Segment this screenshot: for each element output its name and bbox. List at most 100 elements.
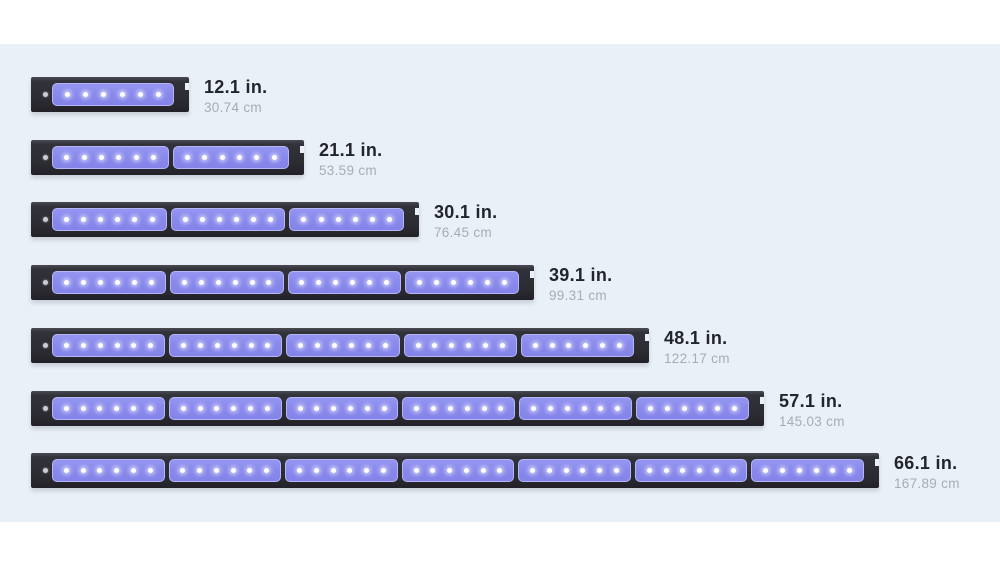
status-led-icon — [43, 280, 48, 285]
led-dot-icon — [600, 343, 606, 348]
led-dot-icon — [548, 406, 553, 411]
led-dot-icon — [730, 468, 736, 473]
led-dot-icon — [147, 468, 153, 473]
led-dot-icon — [563, 468, 569, 473]
led-dot-icon — [530, 468, 536, 473]
light-bar-housing — [31, 140, 304, 175]
light-bar-housing — [31, 328, 649, 363]
led-dot-icon — [81, 217, 87, 222]
led-dot-icon — [268, 217, 274, 222]
led-dot-icon — [468, 280, 474, 285]
led-dot-icon — [231, 406, 237, 411]
led-dot-icon — [447, 468, 453, 473]
led-dot-icon — [81, 155, 87, 160]
led-dot-icon — [316, 280, 322, 285]
led-dot-icon — [247, 406, 253, 411]
led-dot-icon — [82, 92, 88, 97]
led-dot-icon — [63, 468, 69, 473]
led-dot-icon — [80, 280, 86, 285]
length-cm-label: 145.03 cm — [779, 414, 845, 429]
led-strip — [52, 334, 635, 357]
led-dot-icon — [251, 217, 257, 222]
led-dot-icon — [498, 406, 504, 411]
led-dot-icon — [348, 343, 354, 348]
led-dot-icon — [64, 155, 70, 160]
led-segment — [634, 459, 748, 482]
led-dot-icon — [350, 280, 356, 285]
bar-row: 48.1 in. 122.17 cm — [31, 328, 730, 366]
led-strip — [52, 146, 289, 169]
mount-notch — [875, 459, 879, 466]
led-dot-icon — [148, 343, 154, 348]
led-segment — [286, 334, 400, 357]
light-bar-housing — [31, 265, 534, 300]
led-dot-icon — [63, 406, 69, 411]
led-dot-icon — [314, 406, 320, 411]
length-label: 12.1 in. 30.74 cm — [204, 77, 267, 116]
led-dot-icon — [415, 343, 421, 348]
led-dot-icon — [64, 92, 70, 97]
led-dot-icon — [380, 468, 386, 473]
length-label: 21.1 in. 53.59 cm — [319, 140, 383, 179]
length-inches-label: 21.1 in. — [319, 140, 383, 160]
led-dot-icon — [352, 217, 358, 222]
length-inches-label: 57.1 in. — [779, 391, 843, 411]
led-dot-icon — [219, 155, 225, 160]
status-led-icon — [43, 155, 48, 160]
led-dot-icon — [780, 468, 786, 473]
led-dot-icon — [130, 468, 136, 473]
led-dot-icon — [137, 92, 143, 97]
led-dot-icon — [249, 280, 255, 285]
light-bar-housing — [31, 453, 879, 488]
led-dot-icon — [546, 468, 552, 473]
led-dot-icon — [148, 280, 154, 285]
led-segment — [519, 397, 633, 420]
length-inches-label: 66.1 in. — [894, 453, 958, 473]
led-dot-icon — [335, 217, 341, 222]
led-dot-icon — [566, 343, 572, 348]
led-dot-icon — [414, 406, 420, 411]
led-dot-icon — [214, 343, 220, 348]
led-dot-icon — [549, 343, 555, 348]
led-dot-icon — [367, 280, 373, 285]
led-segment — [168, 459, 282, 482]
led-dot-icon — [298, 343, 304, 348]
led-dot-icon — [664, 406, 670, 411]
led-dot-icon — [318, 217, 324, 222]
led-dot-icon — [580, 468, 586, 473]
bar-row: 30.1 in. 76.45 cm — [31, 202, 497, 240]
led-segment — [285, 397, 399, 420]
led-dot-icon — [501, 280, 507, 285]
led-segment — [285, 459, 398, 482]
led-dot-icon — [648, 406, 654, 411]
led-dot-icon — [617, 343, 623, 348]
length-inches-label: 39.1 in. — [549, 265, 613, 285]
bar-row: 57.1 in. 145.03 cm — [31, 391, 845, 429]
length-cm-label: 53.59 cm — [319, 163, 377, 178]
mount-notch — [415, 208, 419, 215]
led-dot-icon — [247, 468, 253, 473]
led-dot-icon — [369, 217, 375, 222]
led-dot-icon — [464, 406, 470, 411]
led-dot-icon — [97, 406, 103, 411]
led-dot-icon — [230, 468, 236, 473]
mount-notch — [300, 146, 304, 153]
led-dot-icon — [449, 343, 455, 348]
led-dot-icon — [382, 343, 388, 348]
led-dot-icon — [364, 468, 370, 473]
led-strip — [52, 83, 174, 106]
length-cm-label: 76.45 cm — [434, 225, 492, 240]
led-dot-icon — [597, 468, 603, 473]
led-dot-icon — [114, 468, 120, 473]
led-dot-icon — [796, 468, 802, 473]
led-dot-icon — [80, 468, 86, 473]
led-dot-icon — [365, 343, 371, 348]
led-dot-icon — [681, 406, 687, 411]
length-inches-label: 48.1 in. — [664, 328, 728, 348]
led-dot-icon — [98, 217, 104, 222]
led-dot-icon — [264, 468, 270, 473]
led-dot-icon — [813, 468, 819, 473]
led-dot-icon — [386, 217, 392, 222]
led-dot-icon — [531, 406, 537, 411]
led-segment — [402, 397, 516, 420]
